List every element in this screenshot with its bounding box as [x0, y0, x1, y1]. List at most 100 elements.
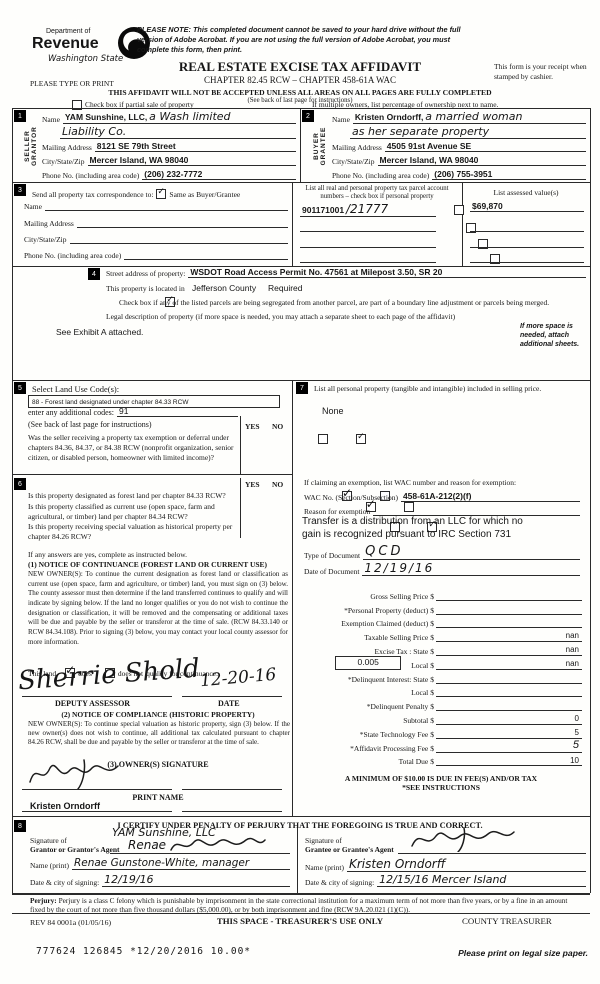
correspondence-row: Send all property tax correspondence to:… — [32, 187, 241, 199]
partial-sale-checkbox[interactable] — [72, 100, 82, 110]
buyer-phone-label: Phone No. (including area code) — [332, 170, 430, 180]
parcel-4-personal-checkbox[interactable] — [489, 254, 500, 264]
buyer-address-field[interactable]: 4505 91st Avenue SE — [384, 142, 586, 152]
grantor-name-field[interactable]: Renae Gunstone-White, manager — [71, 857, 290, 871]
corr-phone-field[interactable] — [124, 259, 288, 260]
seller-address-field[interactable]: 8121 SE 79th Street — [94, 142, 296, 152]
dor-logo: Department of Revenue Washington State — [30, 27, 160, 79]
minimum-fee-note-2: *SEE INSTRUCTIONS — [402, 783, 480, 792]
exemption-no-checkbox[interactable] — [356, 432, 367, 444]
print-name-value[interactable]: Kristen Orndorff — [30, 801, 101, 811]
owners-signature-label: (3) OWNER(S) SIGNATURE — [107, 760, 209, 769]
land-use-code-field[interactable]: 88 - Forest land designated under chapte… — [28, 395, 280, 408]
corr-city-field[interactable] — [69, 243, 288, 244]
notice-continuance-body: NEW OWNER(S): To continue the current de… — [28, 570, 288, 646]
fee-gross-field[interactable] — [436, 599, 582, 601]
grantee-name-row: Name (print) Kristen Orndorff — [305, 858, 586, 872]
county-field[interactable]: Jefferson County — [192, 283, 257, 293]
assessed-row-1: $69,870 — [470, 202, 584, 212]
owner-signature-line-2[interactable] — [182, 789, 282, 790]
border-line — [12, 380, 590, 381]
buyer-city-field[interactable]: Mercer Island, WA 98040 — [377, 156, 586, 166]
assessed-1-field[interactable]: $69,870 — [470, 202, 584, 212]
corr-address-field[interactable] — [76, 227, 288, 228]
deputy-assessor-signature: Sherrie Shold — [17, 653, 201, 697]
fee-delinq-state-field[interactable] — [436, 682, 582, 684]
seller-phone-field[interactable]: (206) 232-7772 — [142, 170, 296, 180]
does-checkbox[interactable] — [65, 663, 75, 678]
parcel-1-personal-checkbox[interactable] — [453, 205, 464, 215]
parcel-2-field[interactable] — [300, 231, 436, 232]
legal-description-value[interactable]: See Exhibit A attached. — [56, 327, 144, 337]
personal-property-value[interactable]: None — [322, 406, 344, 416]
date-label: DATE — [218, 699, 240, 708]
deputy-date-line[interactable] — [182, 696, 282, 697]
exemption-yes-checkbox[interactable] — [318, 434, 329, 444]
fee-subtotal-field[interactable]: 0 — [436, 714, 582, 725]
q2-yes-checkbox[interactable] — [365, 497, 376, 512]
doc-date-field[interactable]: 12/19/16 — [362, 562, 580, 576]
fee-personal-field[interactable] — [436, 613, 582, 615]
fee-penalty-field[interactable] — [436, 710, 582, 712]
local-rate-field[interactable]: 0.005 — [335, 655, 402, 670]
print-name-line-2[interactable] — [182, 811, 282, 812]
grantee-name-label: Name (print) — [305, 862, 344, 872]
fee-excise-state-field[interactable]: nan — [436, 645, 582, 656]
street-address-field[interactable]: WSDOT Road Access Permit No. 47561 at Mi… — [188, 268, 586, 278]
buyer-name-field[interactable]: Kristen Orndorff, a married woman — [352, 111, 586, 124]
corr-name-field[interactable] — [44, 210, 288, 211]
q3-yes-checkbox[interactable] — [389, 522, 400, 532]
deputy-assessor-label: DEPUTY ASSESSOR — [55, 699, 131, 708]
doc-type-field[interactable]: QCD — [363, 545, 580, 560]
acrobat-note: PLEASE NOTE: This completed document can… — [137, 25, 461, 54]
seller-name-field-2[interactable]: Liability Co. — [60, 126, 296, 139]
assessed-header: List assessed value(s) — [493, 188, 559, 197]
q1-yes-checkbox[interactable] — [342, 486, 352, 501]
fee-affidavit-field[interactable]: 5 — [436, 739, 582, 753]
q2-no-checkbox[interactable] — [403, 502, 414, 512]
print-name-line[interactable] — [22, 811, 172, 812]
section-5-number: 5 — [14, 382, 26, 394]
wac-field[interactable]: 458-61A-212(2)(f) — [400, 492, 580, 502]
assessed-2-field[interactable] — [470, 231, 584, 232]
parcel-4-field[interactable] — [300, 262, 436, 263]
does-not-checkbox[interactable] — [104, 668, 115, 678]
seller-name-field[interactable]: YAM Sunshine, LLC, a Wash limited — [62, 111, 296, 124]
section-1-number: 1 — [14, 110, 26, 122]
assessed-4-field[interactable] — [470, 262, 584, 263]
fee-exemption-field[interactable] — [436, 627, 582, 629]
owner-signature-line[interactable] — [22, 789, 172, 790]
see-back-note: (See back of last page for instructions) — [247, 97, 353, 104]
deputy-signature-line[interactable] — [22, 696, 172, 697]
parcel-3-personal-checkbox[interactable] — [477, 239, 488, 249]
seller-city-field[interactable]: Mercer Island, WA 98040 — [87, 156, 296, 166]
grantor-signature-line[interactable] — [110, 853, 290, 854]
same-as-buyer-checkbox[interactable] — [156, 187, 167, 199]
fee-tech-field[interactable]: 5 — [436, 728, 582, 739]
same-as-buyer-label: Same as Buyer/Grantee — [169, 190, 241, 199]
grantee-agent-label: Grantee or Grantee's Agent — [305, 845, 394, 854]
q1-no-checkbox[interactable] — [379, 491, 390, 501]
grantee-date-field[interactable]: 12/15/16 Mercer Island — [377, 874, 586, 887]
fee-local-field[interactable]: nan — [436, 659, 582, 670]
q3-no-checkbox[interactable] — [427, 520, 438, 532]
parcel-2-personal-checkbox[interactable] — [465, 223, 476, 233]
border-line — [240, 416, 241, 474]
reason-field[interactable] — [373, 515, 580, 516]
segregated-checkbox[interactable] — [165, 295, 176, 307]
fee-delinq-local-field[interactable] — [436, 696, 582, 698]
additional-codes-field[interactable]: 91 — [116, 407, 238, 417]
buyer-name-field-2[interactable]: as her separate property — [350, 126, 586, 139]
parcel-3-field[interactable] — [300, 247, 436, 248]
grantor-date-field[interactable]: 12/19/16 — [102, 874, 290, 887]
fee-total-field[interactable]: 10 — [436, 756, 582, 767]
receipt-note: This form is your receipt when stamped b… — [494, 62, 587, 81]
assessed-3-field[interactable] — [470, 247, 584, 248]
grantee-name-field[interactable]: Kristen Orndorff — [346, 858, 586, 872]
fee-taxable-field[interactable]: nan — [436, 632, 582, 643]
fee-table: Gross Selling Price $ *Personal Property … — [300, 587, 582, 767]
rev-number: REV 84 0001a (01/05/16) — [30, 918, 112, 927]
buyer-phone-field[interactable]: (206) 755-3951 — [432, 170, 586, 180]
grantee-signature-line[interactable] — [398, 853, 586, 854]
parcel-1-field[interactable]: 901171001 /21777 — [300, 203, 436, 217]
